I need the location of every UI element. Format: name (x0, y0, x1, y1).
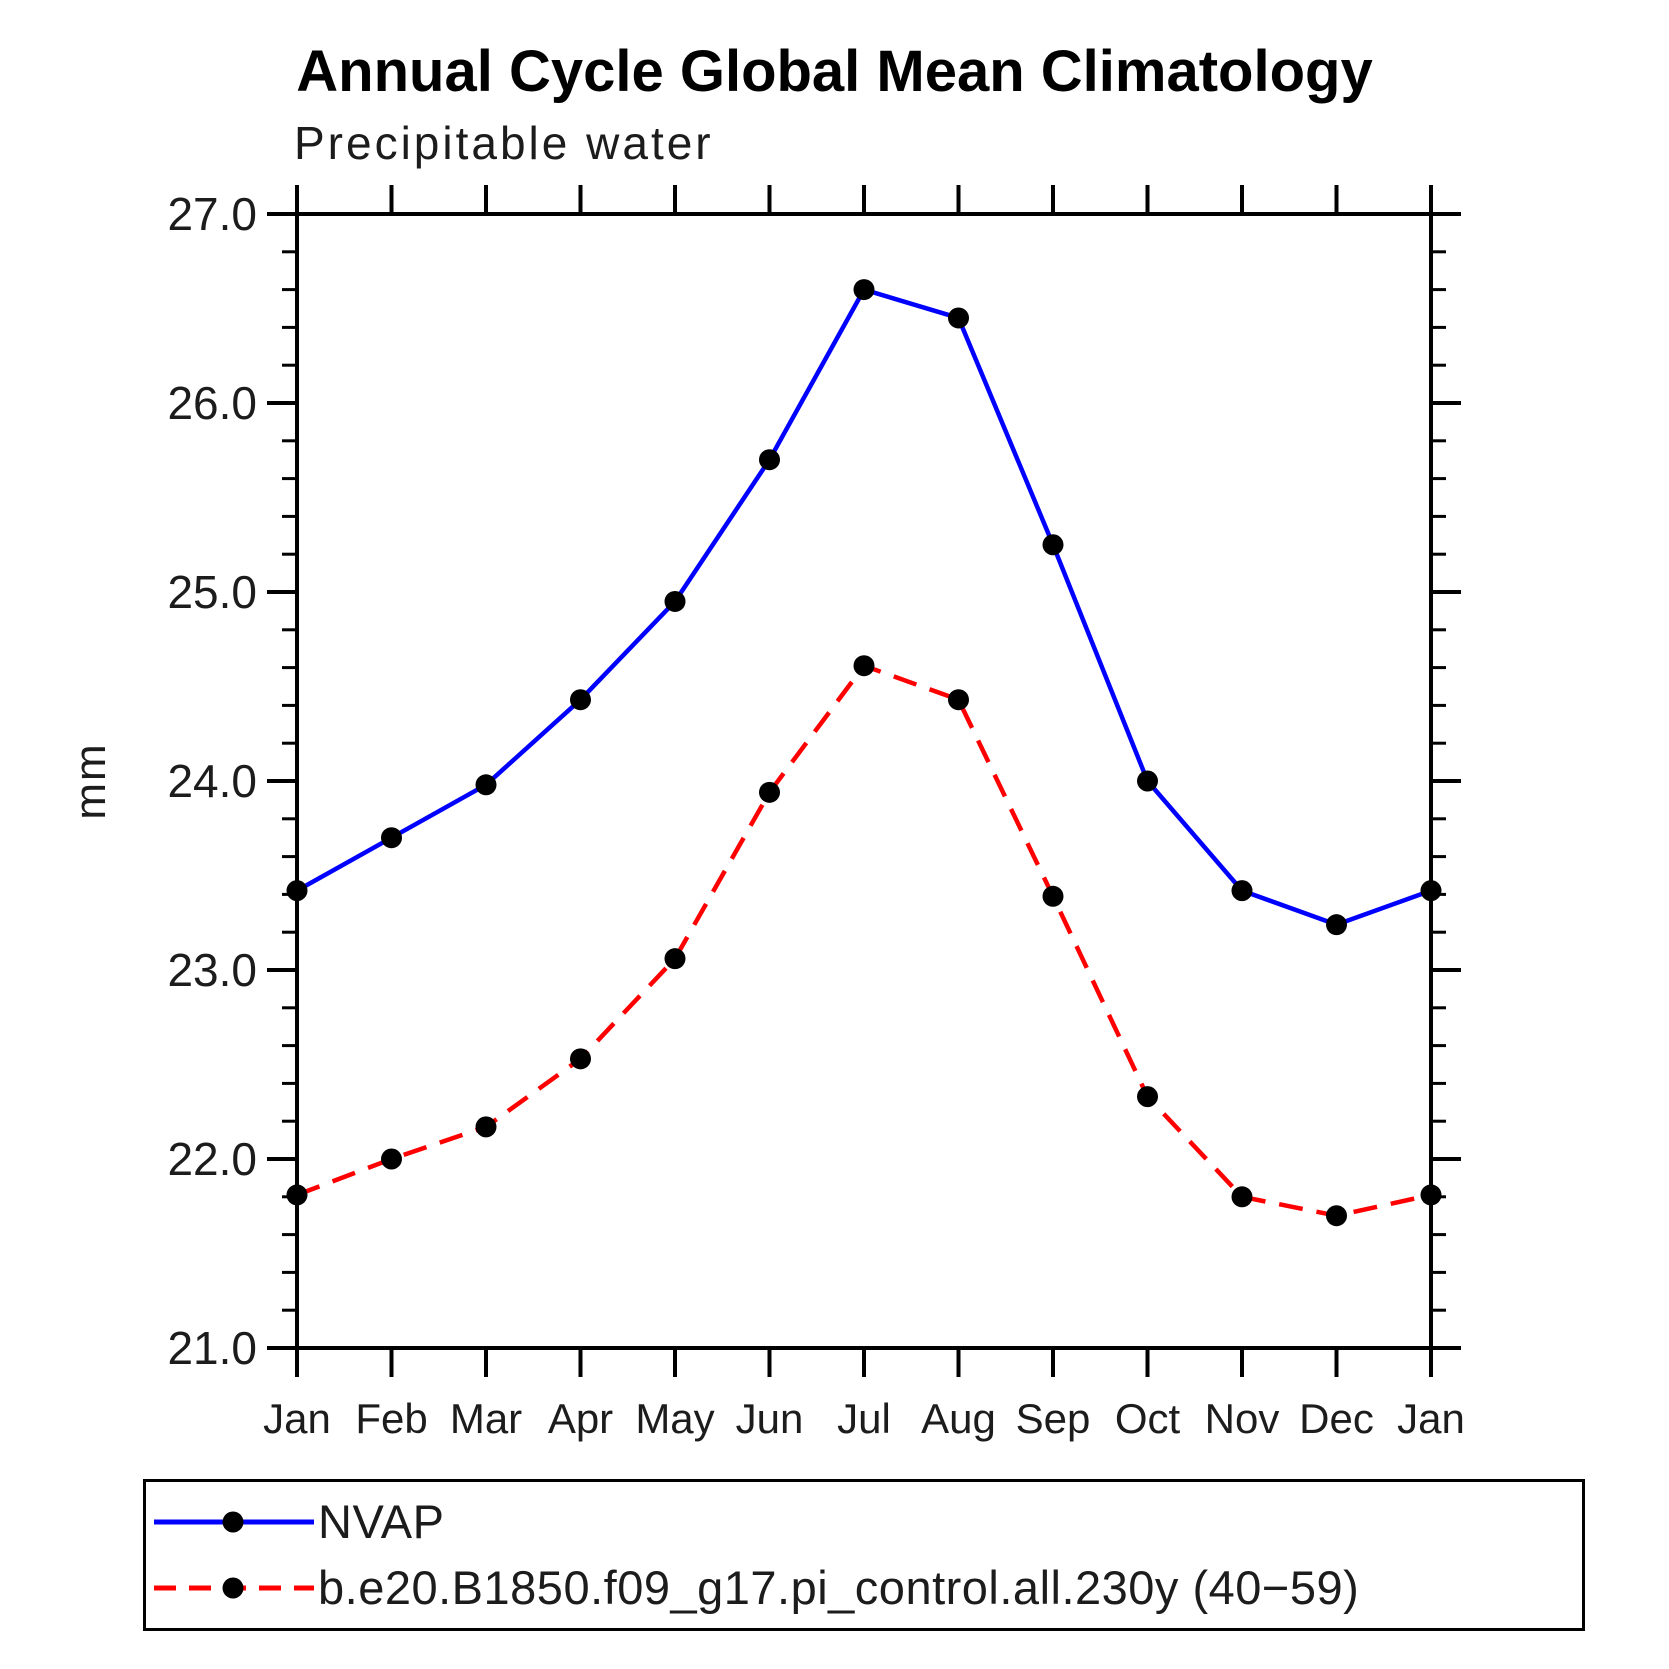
data-point-marker-1 (1231, 1186, 1253, 1208)
data-point-marker-0 (381, 827, 402, 849)
x-axis-tick-label: Aug (921, 1395, 996, 1442)
data-point-marker-1 (1137, 1086, 1158, 1108)
data-point-marker-1 (664, 948, 686, 970)
legend-label-observation: NVAP (318, 1495, 445, 1548)
y-axis-tick-label: 25.0 (167, 566, 257, 618)
data-point-marker-1 (948, 689, 969, 711)
data-point-marker-0 (475, 774, 497, 796)
x-axis-tick-label: Jun (736, 1395, 804, 1442)
x-axis-tick-label: Sep (1016, 1395, 1091, 1442)
data-point-marker-0 (570, 689, 591, 711)
x-axis-tick-label: Dec (1299, 1395, 1374, 1442)
data-point-marker-0 (286, 880, 308, 902)
data-point-marker-0 (759, 449, 780, 471)
data-point-marker-0 (1137, 770, 1158, 792)
data-point-marker-1 (381, 1148, 402, 1170)
data-point-marker-1 (475, 1116, 497, 1138)
legend-swatch-dashed (154, 1577, 314, 1599)
data-point-marker-1 (1042, 885, 1064, 907)
legend-marker-icon (222, 1577, 244, 1599)
y-axis-tick-label: 26.0 (167, 377, 257, 429)
data-point-marker-1 (759, 781, 780, 803)
series-line-1 (296, 663, 1432, 1218)
x-axis-tick-label: Jul (837, 1395, 891, 1442)
data-point-marker-1 (286, 1184, 308, 1206)
x-axis-tick-label: Oct (1115, 1395, 1181, 1442)
data-point-marker-1 (570, 1048, 591, 1070)
y-axis-tick-label: 24.0 (167, 755, 257, 807)
legend-box: NVAP b.e20.B1850.f09_g17.pi_control.all.… (143, 1479, 1585, 1631)
legend-item-model: b.e20.B1850.f09_g17.pi_control.all.230y … (152, 1562, 1359, 1614)
x-axis-tick-label: Jan (263, 1395, 331, 1442)
x-axis-tick-label: May (635, 1395, 714, 1442)
data-point-marker-1 (1326, 1205, 1347, 1227)
data-point-marker-0 (664, 590, 686, 612)
data-point-marker-1 (853, 655, 875, 677)
y-axis-tick-label: 21.0 (167, 1322, 257, 1374)
data-point-marker-0 (1042, 534, 1064, 556)
data-point-marker-1 (1420, 1184, 1442, 1206)
plot-frame (295, 212, 1433, 1350)
legend-swatch-solid (154, 1511, 314, 1533)
legend-item-observation: NVAP (152, 1496, 445, 1548)
legend-marker-icon (222, 1511, 244, 1533)
x-axis-tick-label: Jan (1397, 1395, 1465, 1442)
y-axis-tick-label: 23.0 (167, 944, 257, 996)
chart-subtitle: Precipitable water (294, 117, 714, 169)
data-point-marker-0 (1231, 880, 1253, 902)
data-point-marker-0 (948, 307, 969, 329)
y-axis-tick-label: 27.0 (167, 188, 257, 240)
data-point-marker-0 (1326, 914, 1347, 936)
chart-title: Annual Cycle Global Mean Climatology (296, 39, 1373, 104)
legend-label-model: b.e20.B1850.f09_g17.pi_control.all.230y … (318, 1561, 1360, 1614)
y-axis-tick-label: 22.0 (167, 1133, 257, 1185)
series-line-0 (295, 287, 1432, 927)
x-axis-tick-label: Feb (355, 1395, 427, 1442)
x-axis-tick-label: Apr (548, 1395, 613, 1442)
data-point-marker-0 (1420, 880, 1442, 902)
x-axis-tick-label: Mar (450, 1395, 522, 1442)
x-axis-tick-label: Nov (1205, 1395, 1280, 1442)
data-point-marker-0 (853, 279, 875, 301)
